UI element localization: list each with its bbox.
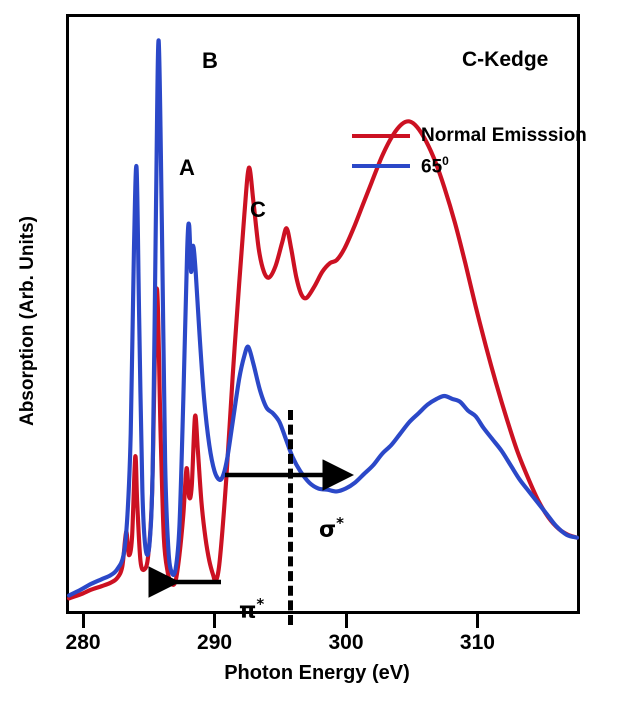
legend-label-normal-emission: Normal Emisssion xyxy=(421,125,587,146)
pi-sigma-boundary-line xyxy=(288,410,293,625)
x-tick-label-280: 280 xyxy=(65,631,101,654)
legend-swatch-blue xyxy=(352,164,410,168)
legend-label-65deg-superscript: 0 xyxy=(442,153,449,168)
legend-label-65deg-value: 65 xyxy=(421,156,443,178)
x-tick-300 xyxy=(344,614,348,628)
series-line-65deg xyxy=(66,38,580,598)
x-tick-label-300: 300 xyxy=(328,631,364,654)
sigma-star-annotation: σ* xyxy=(319,514,344,542)
legend-item-65deg: 650 xyxy=(352,151,587,181)
pi-star-annotation: π* xyxy=(239,595,264,623)
x-tick-290 xyxy=(213,614,217,628)
sigma-star-superscript: * xyxy=(336,514,344,532)
x-tick-310 xyxy=(475,614,479,628)
legend: Normal Emisssion 650 xyxy=(352,121,587,181)
plot-area: C-Kedge A B C Normal Emisssion 650 xyxy=(66,14,587,625)
x-tick-280 xyxy=(81,614,85,628)
curves-svg xyxy=(66,38,580,601)
x-axis-label: Photon Energy (eV) xyxy=(224,662,410,684)
legend-label-65deg: 650 xyxy=(421,154,449,178)
pi-star-superscript: * xyxy=(256,595,265,613)
y-axis-label: Absorption (Arb. Units) xyxy=(17,215,38,427)
x-tick-label-310: 310 xyxy=(459,631,495,654)
series-line-normal-emission xyxy=(66,119,580,601)
pi-symbol: π xyxy=(239,598,257,624)
peak-label-a: A xyxy=(179,155,195,180)
x-tick-label-290: 290 xyxy=(197,631,233,654)
legend-swatch-red xyxy=(352,134,410,138)
legend-item-normal-emission: Normal Emisssion xyxy=(352,121,587,151)
sigma-symbol: σ xyxy=(319,517,337,543)
annotation-arrows-svg xyxy=(148,459,354,598)
peak-label-c: C xyxy=(250,197,266,222)
peak-label-b: B xyxy=(202,48,218,73)
chart-title: C-Kedge xyxy=(462,48,549,71)
